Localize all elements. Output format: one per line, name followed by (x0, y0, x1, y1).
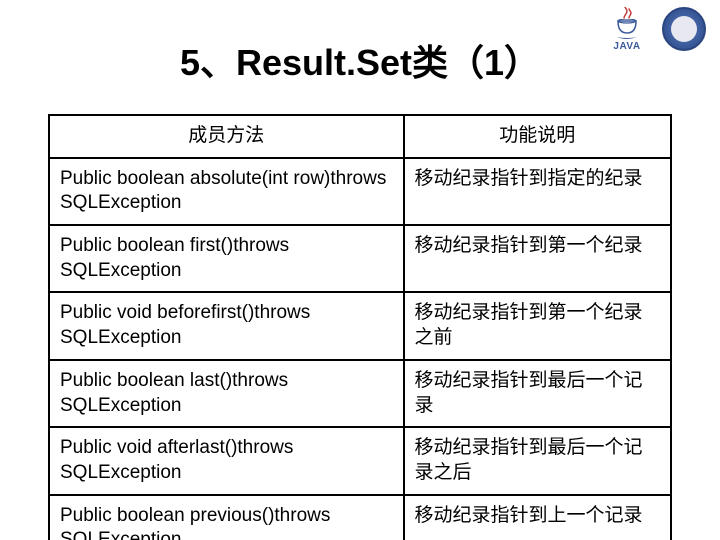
cell-desc: 移动纪录指针到第一个纪录之前 (404, 292, 671, 359)
cell-method: Public void beforefirst()throws SQLExcep… (49, 292, 404, 359)
table-row: Public boolean previous()throws SQLExcep… (49, 495, 671, 540)
table-row: Public void afterlast()throws SQLExcepti… (49, 427, 671, 494)
table-row: Public void beforefirst()throws SQLExcep… (49, 292, 671, 359)
university-logo-icon (662, 7, 706, 51)
slide: JAVA 5、Result.Set类（1） 成员方法 功能说明 Public b… (0, 0, 720, 540)
table-header-row: 成员方法 功能说明 (49, 115, 671, 158)
cell-method: Public boolean previous()throws SQLExcep… (49, 495, 404, 540)
cell-desc: 移动纪录指针到指定的纪录 (404, 158, 671, 225)
java-steam-icon (620, 7, 634, 19)
java-logo-icon: JAVA (598, 6, 656, 52)
slide-title: 5、Result.Set类（1） (48, 34, 672, 86)
col-header-desc: 功能说明 (404, 115, 671, 158)
cell-method: Public void afterlast()throws SQLExcepti… (49, 427, 404, 494)
logo-area: JAVA (598, 6, 706, 52)
java-cup-icon (615, 19, 639, 41)
methods-table: 成员方法 功能说明 Public boolean absolute(int ro… (48, 114, 672, 540)
table-row: Public boolean absolute(int row)throws S… (49, 158, 671, 225)
java-logo-label: JAVA (613, 41, 640, 52)
cell-method: Public boolean first()throws SQLExceptio… (49, 225, 404, 292)
table-row: Public boolean last()throws SQLException… (49, 360, 671, 427)
cell-method: Public boolean last()throws SQLException (49, 360, 404, 427)
col-header-method: 成员方法 (49, 115, 404, 158)
cell-desc: 移动纪录指针到第一个纪录 (404, 225, 671, 292)
cell-method: Public boolean absolute(int row)throws S… (49, 158, 404, 225)
table-row: Public boolean first()throws SQLExceptio… (49, 225, 671, 292)
cell-desc: 移动纪录指针到上一个记录 (404, 495, 671, 540)
cell-desc: 移动纪录指针到最后一个记录 (404, 360, 671, 427)
cell-desc: 移动纪录指针到最后一个记录之后 (404, 427, 671, 494)
